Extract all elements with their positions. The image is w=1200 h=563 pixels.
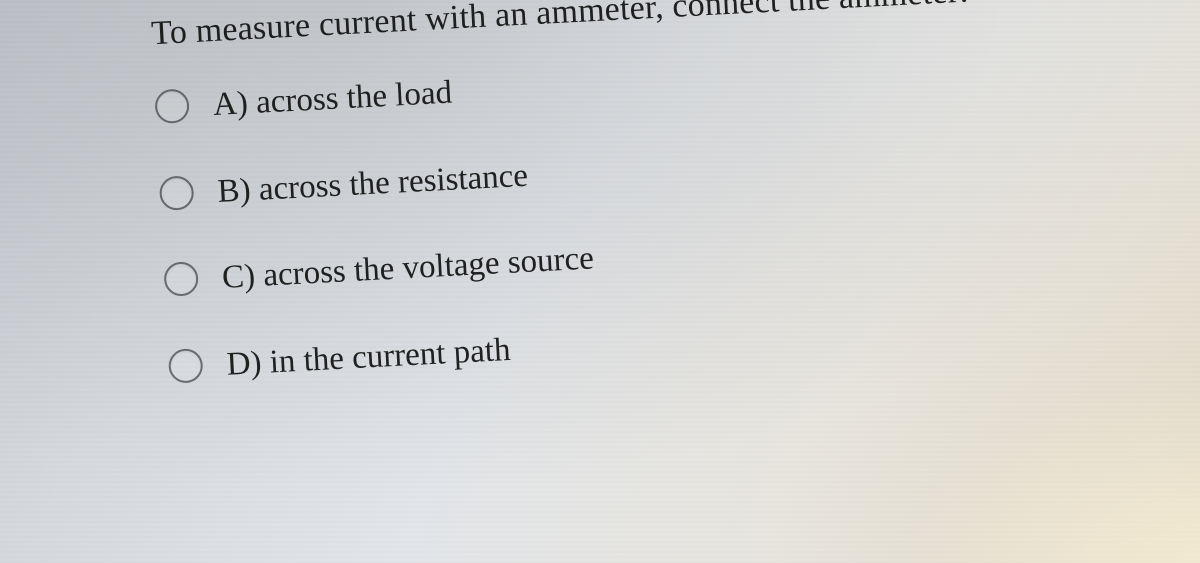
option-text: B) across the resistance <box>216 153 529 214</box>
option-letter: B) <box>217 172 252 210</box>
option-label: across the load <box>255 75 453 121</box>
option-text: A) across the load <box>212 71 453 128</box>
option-text: C) across the voltage source <box>221 237 595 301</box>
option-letter: C) <box>221 258 256 296</box>
option-letter: A) <box>212 85 249 123</box>
radio-icon[interactable] <box>168 348 204 384</box>
option-list: A) across the load B) across the resista… <box>44 33 1178 395</box>
option-b[interactable]: B) across the resistance <box>159 120 1170 217</box>
quiz-block: To measure current with an ammeter, conn… <box>40 0 1179 396</box>
option-label: in the current path <box>269 332 512 381</box>
option-text: D) in the current path <box>226 328 512 387</box>
option-d[interactable]: D) in the current path <box>168 293 1179 390</box>
radio-icon[interactable] <box>163 261 199 297</box>
option-label: across the voltage source <box>262 241 594 294</box>
option-c[interactable]: C) across the voltage source <box>163 206 1174 303</box>
radio-icon[interactable] <box>159 175 195 211</box>
screenshot-surface: To measure current with an ammeter, conn… <box>0 0 1200 563</box>
option-label: across the resistance <box>258 157 529 207</box>
option-letter: D) <box>226 345 263 383</box>
radio-icon[interactable] <box>154 89 190 125</box>
